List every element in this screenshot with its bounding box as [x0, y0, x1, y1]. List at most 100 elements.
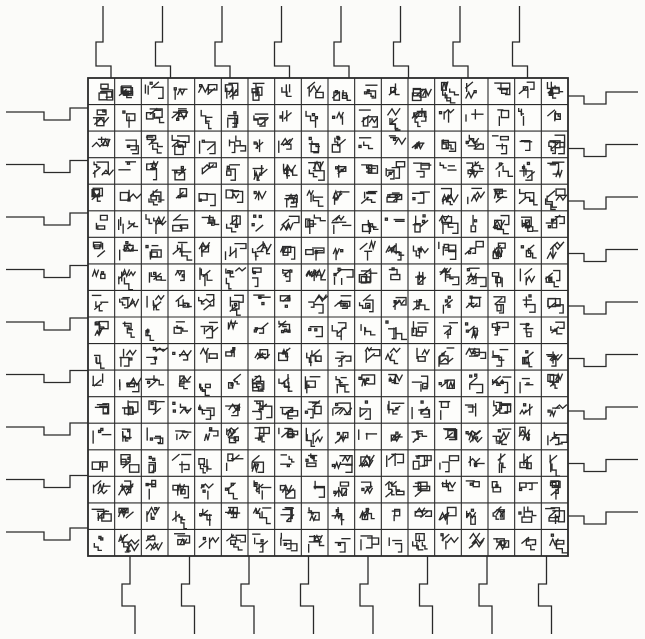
character-glyph: [280, 532, 298, 552]
character-glyph: [465, 267, 487, 288]
character-glyph: [361, 219, 379, 235]
character-glyph: [518, 81, 535, 99]
character-glyph: [306, 81, 324, 99]
character-glyph: [119, 241, 139, 261]
character-glyph: [518, 188, 538, 206]
character-glyph: [306, 189, 324, 207]
character-glyph: [307, 507, 320, 523]
bottom-tab: [180, 556, 196, 634]
character-glyph: [438, 108, 455, 123]
character-glyph: [174, 269, 185, 282]
character-glyph: [172, 401, 192, 415]
character-glyph: [331, 110, 345, 125]
character-glyph: [252, 165, 268, 182]
character-glyph: [497, 109, 510, 127]
character-glyph: [251, 241, 272, 261]
character-glyph: [464, 322, 479, 341]
character-glyph: [254, 349, 271, 360]
character-glyph: [464, 240, 484, 255]
character-glyph: [148, 455, 157, 474]
character-glyph: [281, 84, 292, 98]
character-glyph: [171, 453, 192, 474]
character-glyph: [145, 534, 163, 552]
character-glyph: [92, 109, 110, 127]
character-glyph: [438, 506, 457, 525]
top-tab: [95, 6, 112, 78]
character-glyph: [306, 348, 322, 367]
character-glyph: [125, 139, 139, 155]
character-glyph: [252, 400, 273, 420]
character-glyph: [384, 217, 405, 222]
bottom-tab: [359, 556, 374, 634]
right-tab: [568, 91, 638, 105]
character-glyph: [305, 110, 319, 128]
character-glyph: [384, 347, 401, 365]
character-glyph: [386, 192, 403, 203]
character-glyph: [546, 109, 561, 122]
character-glyph: [332, 189, 350, 205]
character-glyph: [518, 506, 537, 523]
character-glyph: [225, 189, 244, 203]
left-tab: [6, 107, 88, 121]
character-glyph: [388, 537, 403, 553]
character-glyph: [198, 458, 212, 474]
character-glyph: [492, 214, 510, 235]
left-tab: [6, 317, 88, 331]
left-tab: [6, 527, 88, 541]
character-glyph: [517, 108, 525, 126]
character-glyph: [550, 321, 565, 335]
character-glyph: [358, 137, 374, 150]
character-glyph: [200, 483, 214, 500]
character-glyph: [145, 214, 167, 235]
character-glyph: [91, 461, 108, 472]
character-glyph: [199, 267, 213, 287]
character-glyph: [148, 271, 167, 283]
character-glyph: [358, 294, 374, 313]
character-glyph: [492, 428, 512, 446]
character-glyph: [465, 480, 480, 488]
character-glyph: [521, 536, 537, 551]
character-glyph: [175, 430, 192, 441]
character-glyph: [392, 296, 407, 310]
character-glyph: [305, 247, 325, 261]
character-glyph: [145, 134, 163, 154]
character-glyph: [92, 427, 112, 444]
character-glyph: [199, 508, 212, 526]
character-glyph: [198, 536, 220, 549]
right-tab: [568, 196, 638, 210]
left-tab: [6, 422, 88, 436]
character-glyph: [440, 533, 459, 550]
character-glyph: [308, 136, 320, 154]
character-glyph: [146, 294, 165, 311]
character-glyph: [224, 482, 238, 500]
character-glyph: [358, 374, 376, 387]
character-glyph: [548, 134, 566, 155]
character-glyph: [519, 453, 533, 470]
character-glyph: [411, 87, 433, 102]
character-glyph: [200, 321, 219, 339]
character-glyph: [359, 238, 376, 261]
right-tab: [568, 301, 638, 315]
character-glyph: [91, 187, 104, 202]
character-glyph: [251, 214, 264, 232]
character-glyph: [91, 136, 111, 148]
character-glyph: [440, 187, 459, 206]
grid-frame: [87, 77, 569, 557]
character-glyph: [468, 532, 485, 549]
character-glyph: [388, 135, 407, 146]
character-glyph: [385, 243, 405, 261]
character-glyph: [547, 404, 568, 418]
character-glyph: [226, 164, 241, 181]
character-glyph: [118, 85, 134, 99]
character-glyph: [465, 109, 484, 122]
character-glyph: [364, 346, 381, 363]
character-glyph: [544, 188, 568, 211]
character-glyph: [225, 214, 241, 233]
character-glyph: [491, 321, 509, 336]
character-glyph: [94, 320, 109, 337]
right-tab: [568, 143, 638, 158]
character-glyph: [254, 426, 270, 443]
character-glyph: [279, 294, 291, 308]
character-glyph: [360, 481, 374, 495]
character-glyph: [174, 533, 191, 546]
